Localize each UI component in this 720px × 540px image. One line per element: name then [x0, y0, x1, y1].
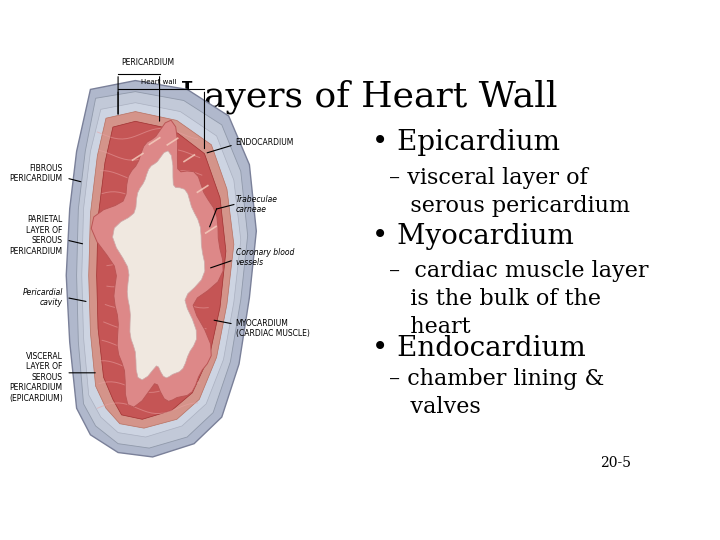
Text: 20-5: 20-5: [600, 456, 631, 470]
Text: Layers of Heart Wall: Layers of Heart Wall: [180, 79, 558, 114]
Text: Heart wall: Heart wall: [140, 79, 176, 85]
Text: – chamber lining &
   valves: – chamber lining & valves: [389, 368, 604, 418]
Text: –  cardiac muscle layer
   is the bulk of the
   heart: – cardiac muscle layer is the bulk of th…: [389, 260, 648, 338]
Polygon shape: [91, 120, 223, 407]
Text: • Myocardium: • Myocardium: [372, 223, 574, 250]
Polygon shape: [76, 92, 248, 448]
Text: Trabeculae
carneae: Trabeculae carneae: [235, 195, 278, 214]
Polygon shape: [96, 122, 226, 419]
Text: PARIETAL
LAYER OF
SEROUS
PERICARDIUM: PARIETAL LAYER OF SEROUS PERICARDIUM: [9, 215, 63, 255]
Text: Pericardial
cavity: Pericardial cavity: [22, 288, 63, 307]
Polygon shape: [66, 80, 256, 457]
Text: FIBROUS
PERICARDIUM: FIBROUS PERICARDIUM: [9, 164, 63, 183]
Text: MYOCARDIUM
(CARDIAC MUSCLE): MYOCARDIUM (CARDIAC MUSCLE): [235, 319, 310, 338]
Text: Coronary blood
vessels: Coronary blood vessels: [235, 248, 294, 267]
Text: – visceral layer of
   serous pericardium: – visceral layer of serous pericardium: [389, 167, 629, 217]
Text: VISCERAL
LAYER OF
SEROUS
PERICARDIUM
(EPICARDIUM): VISCERAL LAYER OF SEROUS PERICARDIUM (EP…: [9, 352, 63, 402]
Polygon shape: [89, 112, 234, 428]
Text: • Endocardium: • Endocardium: [372, 335, 585, 362]
Text: • Epicardium: • Epicardium: [372, 129, 559, 156]
Polygon shape: [112, 151, 204, 380]
Text: PERICARDIUM: PERICARDIUM: [122, 58, 175, 68]
Text: ENDOCARDIUM: ENDOCARDIUM: [235, 138, 294, 147]
Polygon shape: [82, 103, 240, 437]
